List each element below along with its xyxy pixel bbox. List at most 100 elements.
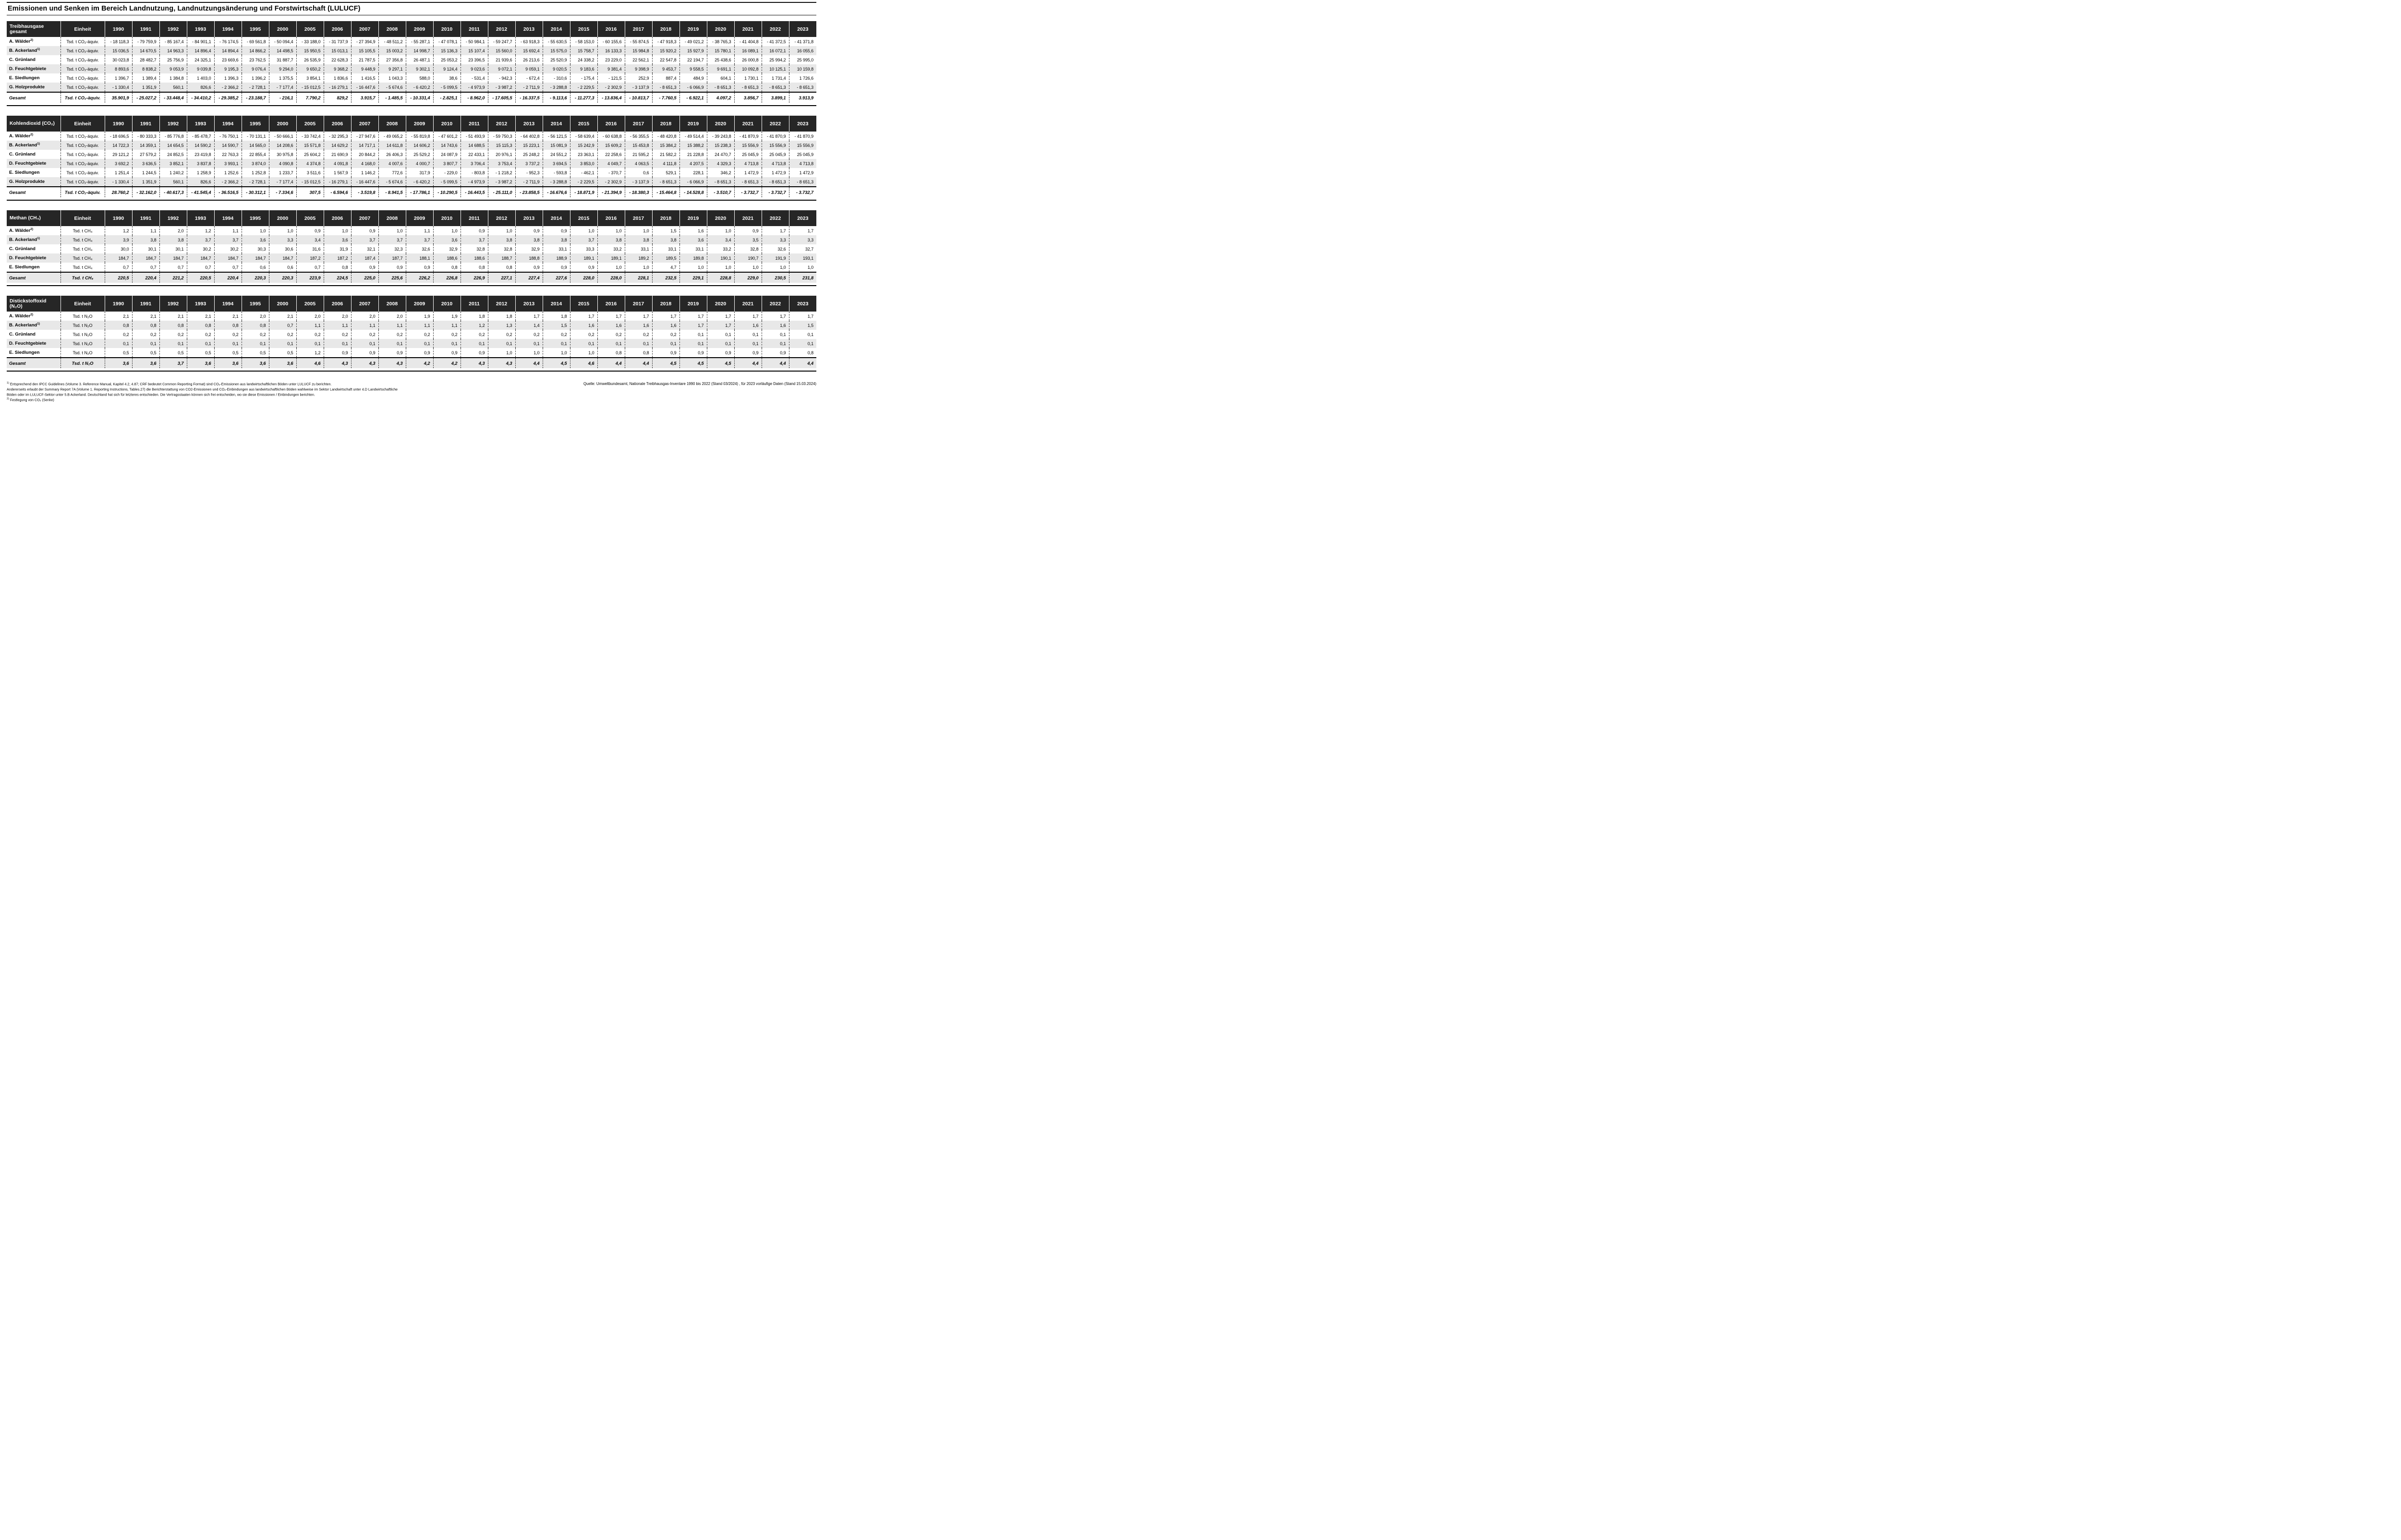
column-header-year-2007: 2007 — [351, 116, 378, 132]
total-value-cell: 227,4 — [515, 272, 543, 283]
value-cell: - 8 651,3 — [788, 83, 816, 92]
value-cell: 1,1 — [405, 321, 433, 330]
total-value-cell: 224,5 — [323, 272, 351, 283]
column-header-year-1991: 1991 — [132, 116, 159, 132]
column-header-year-2018: 2018 — [652, 296, 679, 312]
value-cell: - 6 066,9 — [679, 177, 707, 187]
value-cell: - 49 065,2 — [378, 132, 406, 141]
value-cell: 188,1 — [405, 253, 433, 263]
value-cell: 184,7 — [132, 253, 159, 263]
column-header-year-2010: 2010 — [433, 210, 461, 226]
value-cell: 23 229,0 — [597, 55, 625, 64]
table-row: B. Ackerland1) Tsd. t CO₂-äquiv. 14 722,3 1… — [7, 141, 816, 150]
value-cell: 1,1 — [378, 321, 406, 330]
column-header-year-2021: 2021 — [734, 21, 762, 37]
value-cell: 1,1 — [405, 226, 433, 235]
value-cell: 1,2 — [186, 226, 214, 235]
value-cell: 24 087,9 — [433, 150, 461, 159]
value-cell: - 85 776,8 — [159, 132, 187, 141]
value-cell: - 18 696,5 — [104, 132, 132, 141]
total-value-cell: 220,3 — [241, 272, 269, 283]
value-cell: 15 136,3 — [433, 46, 461, 55]
total-value-cell: - 16.443,5 — [460, 186, 488, 197]
value-cell: 1,2 — [460, 321, 488, 330]
column-header-year-2014: 2014 — [542, 296, 570, 312]
total-value-cell: 227,1 — [487, 272, 515, 283]
value-cell: 1 389,4 — [132, 73, 159, 83]
value-cell: - 370,7 — [597, 168, 625, 177]
value-cell: 188,6 — [433, 253, 461, 263]
value-cell: 1,1 — [323, 321, 351, 330]
value-cell: 30,0 — [104, 244, 132, 253]
value-cell: 0,9 — [515, 263, 543, 272]
value-cell: 3,8 — [542, 235, 570, 244]
value-cell: 3,8 — [652, 235, 679, 244]
total-value-cell: 228,0 — [570, 272, 597, 283]
value-cell: - 48 420,8 — [652, 132, 679, 141]
total-value-cell: 3,6 — [214, 357, 242, 368]
column-header-year-2005: 2005 — [296, 210, 324, 226]
row-label-footnote-marker: 1) — [37, 48, 40, 51]
value-cell: 0,7 — [186, 263, 214, 272]
value-cell: 33,2 — [597, 244, 625, 253]
value-cell: 1,6 — [734, 321, 762, 330]
total-value-cell: - 6.922,1 — [679, 92, 707, 103]
value-cell: 1,0 — [706, 263, 734, 272]
row-label-text: B. Ackerland — [9, 143, 37, 148]
value-cell: 3 706,4 — [460, 159, 488, 168]
value-cell: 0,2 — [378, 330, 406, 339]
table-row: A. Wälder2) Tsd. t CO₂-äquiv. - 18 696,5- … — [7, 132, 816, 141]
row-label-text: D. Feuchtgebiete — [9, 341, 47, 347]
column-header-year-2008: 2008 — [378, 296, 406, 312]
value-cell: - 5 674,6 — [378, 177, 406, 187]
value-cell: 0,1 — [570, 339, 597, 348]
value-cell: - 2 728,1 — [241, 83, 269, 92]
row-label: E. Siedlungen — [7, 168, 61, 177]
row-label: B. Ackerland1) — [7, 235, 61, 244]
value-cell: 0,2 — [460, 330, 488, 339]
value-cell: 2,0 — [378, 312, 406, 321]
value-cell: 2,0 — [323, 312, 351, 321]
value-cell: 0,9 — [405, 263, 433, 272]
value-cell: - 5 099,5 — [433, 177, 461, 187]
value-cell: 2,0 — [159, 226, 187, 235]
value-cell: 22 433,1 — [460, 150, 488, 159]
column-header-year-2008: 2008 — [378, 210, 406, 226]
value-cell: 28 482,7 — [132, 55, 159, 64]
column-header-year-2009: 2009 — [405, 296, 433, 312]
value-cell: 0,7 — [104, 263, 132, 272]
value-cell: 0,2 — [487, 330, 515, 339]
value-cell: - 15 012,5 — [296, 177, 324, 187]
column-header-year-1994: 1994 — [214, 116, 242, 132]
table-row: E. Siedlungen Tsd. t CO₂-äquiv. 1 251,4 1 2… — [7, 168, 816, 177]
row-label: B. Ackerland1) — [7, 321, 61, 330]
value-cell: 9 368,2 — [323, 64, 351, 73]
total-value-cell: 4,6 — [296, 357, 324, 368]
value-cell: - 7 177,4 — [268, 177, 296, 187]
value-cell: 0,5 — [159, 348, 187, 358]
value-cell: 1,1 — [433, 321, 461, 330]
value-cell: - 49 021,2 — [679, 37, 707, 46]
value-cell: 1 384,8 — [159, 73, 187, 83]
spacer-row — [7, 283, 816, 286]
total-value-cell: 4,4 — [761, 357, 789, 368]
column-header-year-1994: 1994 — [214, 210, 242, 226]
value-cell: - 56 121,5 — [542, 132, 570, 141]
row-label: C. Grünland — [7, 244, 61, 253]
value-cell: 21 787,5 — [351, 55, 378, 64]
total-value-cell: 35.901,9 — [104, 92, 132, 103]
table-row: C. Grünland Tsd. t CO₂-äquiv. 30 023,8 28 4… — [7, 55, 816, 64]
value-cell: 1 472,9 — [788, 168, 816, 177]
column-header-year-2022: 2022 — [761, 210, 789, 226]
value-cell: 14 717,1 — [351, 141, 378, 150]
column-header-year-2017: 2017 — [624, 116, 652, 132]
value-cell: 0,1 — [132, 339, 159, 348]
total-value-cell: 4,4 — [597, 357, 625, 368]
unit-cell: Tsd. t CO₂-äquiv. — [60, 83, 105, 92]
value-cell: 9 297,1 — [378, 64, 406, 73]
table-row: D. Feuchtgebiete Tsd. t CH₄ 184,7 184,7 184,… — [7, 253, 816, 263]
value-cell: 14 359,1 — [132, 141, 159, 150]
value-cell: - 16 279,1 — [323, 177, 351, 187]
total-value-cell: - 3.510,7 — [706, 186, 734, 197]
value-cell: 3,8 — [624, 235, 652, 244]
